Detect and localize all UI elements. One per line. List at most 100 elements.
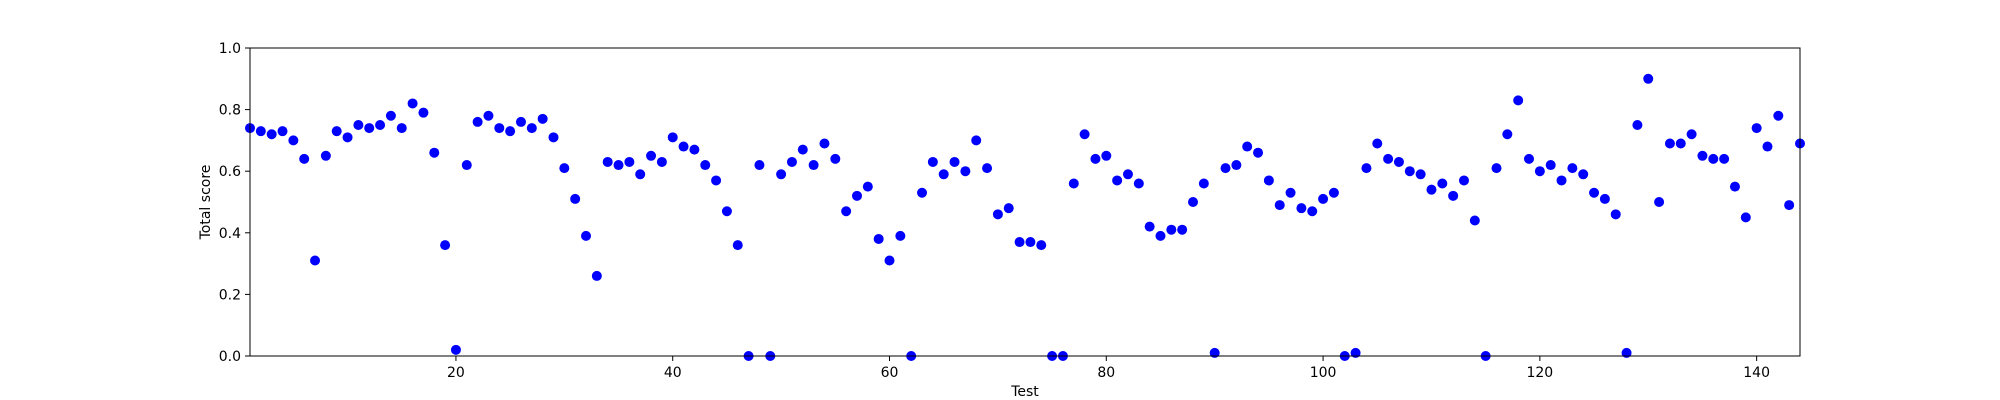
data-point [732,240,743,251]
data-point [1415,169,1426,180]
data-point [1231,160,1242,171]
data-point [1003,203,1014,214]
plot-frame [249,47,1801,357]
y-axis-ticks: 0.0 0.2 0.4 0.6 0.8 1.0 [219,41,250,365]
data-point [450,344,461,355]
data-point [1296,203,1307,214]
data-point [526,123,537,134]
data-point [1036,240,1047,251]
data-point [320,150,331,161]
data-point [1025,237,1036,248]
data-point [364,123,375,134]
data-point [591,270,602,281]
x-tick-label: 40 [664,365,682,381]
data-point [776,169,787,180]
data-point [1274,200,1285,211]
data-point [472,116,483,127]
data-point [515,116,526,127]
data-point [1524,153,1535,164]
data-point [786,156,797,167]
x-axis-ticks: 20 40 60 80 100 120 140 [447,356,1770,381]
data-point [1654,197,1665,207]
data-point [862,181,873,192]
data-point [1014,237,1025,248]
data-point [1740,212,1751,223]
data-point [310,255,321,266]
data-point [1589,187,1600,198]
data-point [602,156,613,167]
data-point [494,123,505,134]
y-tick-label: 0.6 [219,164,241,180]
x-tick-label: 140 [1743,365,1770,381]
data-point [1263,175,1274,186]
y-tick-label: 0.8 [219,103,241,119]
data-point [1426,184,1437,195]
x-tick-label: 80 [1097,365,1115,381]
data-point [1079,129,1090,140]
data-point [1285,187,1296,198]
data-point [1307,206,1318,217]
data-point [949,156,960,167]
data-point [1762,141,1773,152]
data-point [830,153,841,164]
data-point [927,156,938,167]
data-point [1188,197,1199,207]
data-point [559,163,570,174]
data-point [1372,138,1383,149]
data-point [667,132,678,143]
data-point [1632,120,1643,130]
data-point [505,126,516,137]
data-point [1643,73,1654,84]
data-point [266,129,277,140]
data-point [678,141,689,152]
data-point [1155,230,1166,241]
data-point [1122,169,1133,180]
data-point [1166,224,1177,235]
data-point [342,132,353,143]
data-point [1719,153,1730,164]
data-point [331,126,342,137]
data-point [1318,193,1329,204]
data-point [895,230,906,241]
data-point [1133,178,1144,189]
x-tick-label: 20 [447,365,465,381]
data-point [440,240,451,251]
y-axis-label: Total score [198,165,214,241]
data-point [375,120,386,130]
data-point [656,156,667,167]
y-tick-label: 0.4 [219,226,241,242]
data-point [1534,166,1545,177]
data-point [1469,215,1480,226]
data-point [646,150,657,161]
data-point [461,160,472,171]
data-point [884,255,895,266]
data-point [689,144,700,155]
data-point [1751,123,1762,134]
data-point [1491,163,1502,174]
data-point [808,160,819,171]
data-point [1393,156,1404,167]
data-point [917,187,928,198]
data-point [288,135,299,146]
data-point [711,175,722,186]
data-point [1177,224,1188,235]
data-point [299,153,310,164]
data-point [255,126,266,137]
data-point [1350,347,1361,358]
data-point [613,160,624,171]
y-tick-label: 0.2 [219,287,241,303]
data-point [1578,169,1589,180]
data-point [396,123,407,134]
data-point [1242,141,1253,152]
data-point [982,163,993,174]
data-point [1220,163,1231,174]
data-point [1198,178,1209,189]
data-point [1144,221,1155,232]
data-point [1773,110,1784,121]
data-point [385,110,396,121]
data-point [938,169,949,180]
x-axis-label: Test [1010,384,1039,400]
data-point [721,206,732,217]
data-point [1458,175,1469,186]
data-point [1708,153,1719,164]
